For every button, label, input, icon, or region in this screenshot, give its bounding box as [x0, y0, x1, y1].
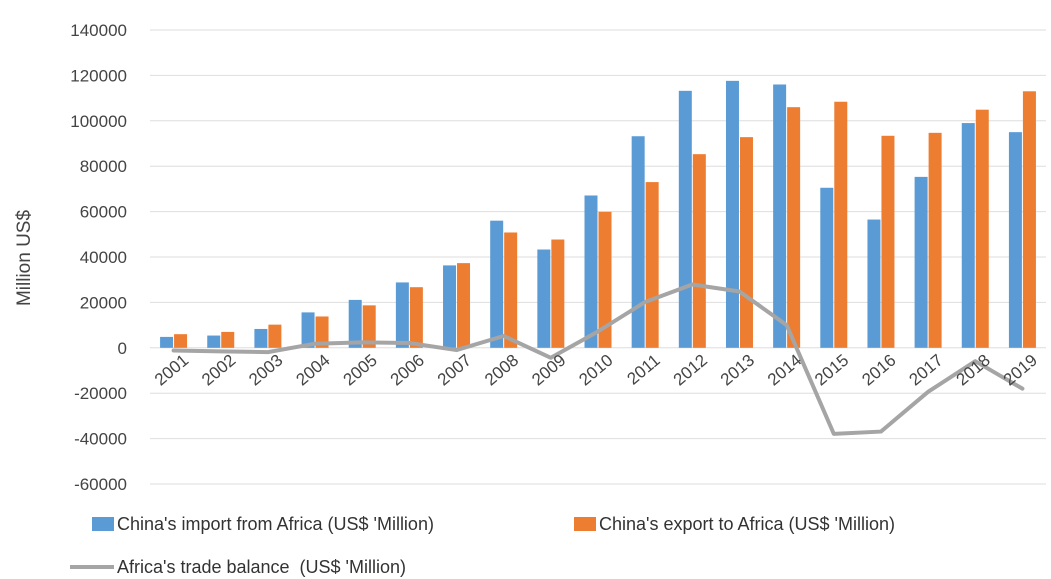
x-tick-label: 2011 [624, 351, 664, 389]
bar-export [787, 107, 801, 348]
x-tick-label: 2003 [245, 351, 286, 390]
x-tick-label: 2019 [1000, 351, 1041, 390]
bars [160, 80, 1036, 348]
legend-swatch-export [574, 517, 596, 531]
y-axis-ticks: 140000 120000 100000 80000 60000 40000 20000 0 -… [70, 21, 127, 494]
x-axis-ticks: 2001 2002 2003 2004 2005 2006 2007 2008 2009 2010… [151, 351, 1041, 390]
bar-import [395, 282, 409, 348]
bar-import [584, 195, 598, 348]
gridlines [150, 29, 1046, 485]
bar-import [678, 90, 692, 348]
y-tick-label: 140000 [70, 21, 127, 40]
legend-swatch-import [92, 517, 114, 531]
y-tick-label: -40000 [74, 430, 127, 449]
bar-export [975, 109, 989, 348]
y-tick-label: 120000 [70, 66, 127, 85]
bar-export [598, 211, 612, 348]
x-tick-label: 2001 [151, 351, 192, 390]
y-tick-label: -20000 [74, 384, 127, 403]
x-tick-label: 2013 [717, 351, 758, 390]
legend-label-trade-balance: Africa's trade balance (US$ 'Million) [117, 557, 406, 577]
x-tick-label: 2016 [858, 351, 899, 390]
y-tick-label: -60000 [74, 475, 127, 494]
x-tick-label: 2015 [811, 351, 852, 390]
bar-export [928, 132, 942, 348]
bar-import [160, 336, 174, 348]
x-tick-label: 2008 [481, 351, 522, 390]
bar-import [867, 219, 881, 348]
y-tick-label: 80000 [80, 157, 127, 176]
bar-export [315, 316, 329, 348]
x-tick-label: 2018 [953, 351, 994, 390]
bar-export [551, 239, 565, 348]
bar-export [881, 135, 895, 348]
bar-export [409, 287, 423, 348]
bar-export [834, 101, 848, 348]
bar-import [301, 312, 315, 348]
x-tick-label: 2009 [528, 351, 569, 390]
bar-export [268, 324, 282, 348]
x-tick-label: 2004 [292, 351, 333, 390]
x-tick-label: 2012 [670, 351, 711, 390]
y-tick-label: 40000 [80, 248, 127, 267]
bar-import [820, 187, 834, 348]
bar-export [504, 232, 518, 348]
bar-import [254, 328, 268, 348]
bar-import [1008, 132, 1022, 348]
bar-import [490, 220, 504, 348]
bar-export [221, 331, 235, 348]
y-tick-label: 20000 [80, 293, 127, 312]
legend: China's import from Africa (US$ 'Million… [70, 514, 895, 577]
bar-export [362, 305, 376, 348]
bar-export [692, 154, 706, 348]
trade-balance-line-layer [171, 282, 1025, 436]
bar-import [631, 136, 645, 348]
trade-balance-line [171, 282, 1025, 436]
x-tick-label: 2002 [198, 351, 239, 390]
y-tick-label: 100000 [70, 112, 127, 131]
y-tick-label: 60000 [80, 203, 127, 222]
y-tick-label: 0 [118, 339, 127, 358]
y-axis-title: Million US$ [14, 210, 35, 307]
x-tick-label: 2007 [434, 351, 475, 390]
bar-import [961, 123, 975, 348]
bar-import [725, 80, 739, 348]
bar-import [914, 176, 928, 348]
x-tick-label: 2005 [340, 351, 381, 390]
bar-import [443, 265, 457, 348]
bar-export [457, 263, 471, 348]
bar-export [645, 182, 659, 348]
legend-label-export: China's export to Africa (US$ 'Million) [599, 514, 895, 534]
bar-import [537, 249, 551, 348]
x-tick-label: 2010 [575, 351, 616, 390]
bar-export [174, 334, 188, 348]
bar-import [348, 299, 362, 348]
legend-label-import: China's import from Africa (US$ 'Million… [117, 514, 434, 534]
bar-import [207, 335, 221, 348]
bar-export [1022, 91, 1036, 348]
bar-import [773, 84, 787, 348]
x-tick-label: 2006 [387, 351, 428, 390]
bar-export [739, 137, 753, 348]
